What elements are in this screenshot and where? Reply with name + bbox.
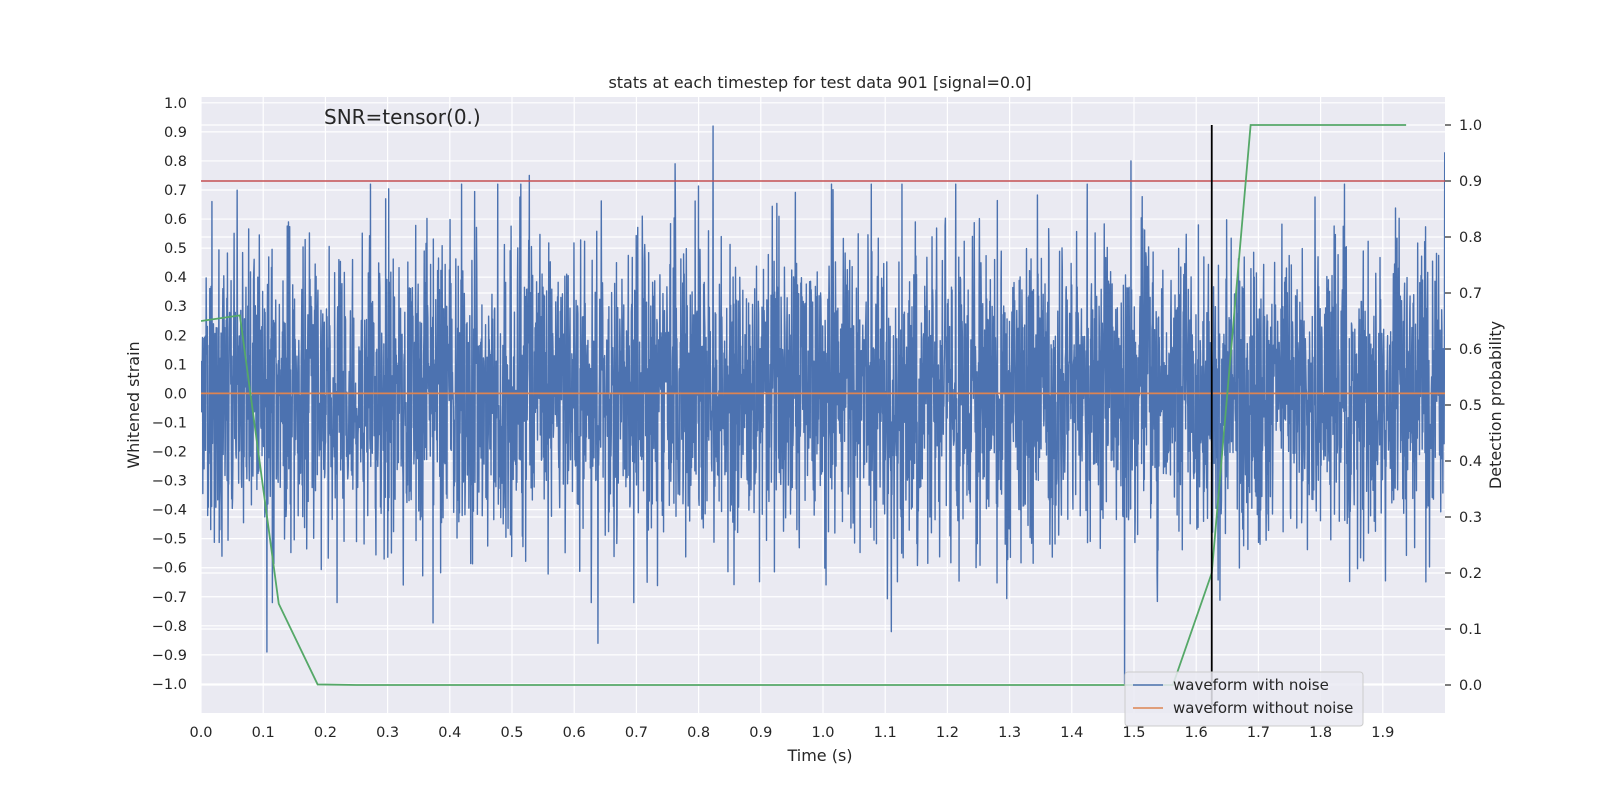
y-right-axis-ticks: 1.0 0.9 0.8 0.7 0.6 0.5 0.4 0.3 0.2 0.1 0.0 bbox=[1445, 118, 1482, 694]
legend-label-clean: waveform without noise bbox=[1173, 699, 1353, 717]
x-tick-label: 0.3 bbox=[376, 725, 399, 741]
y-tick-label: 0.8 bbox=[164, 154, 187, 170]
legend: waveform with noise waveform without noi… bbox=[1124, 671, 1364, 727]
x-tick-label: 0.0 bbox=[189, 725, 212, 741]
y-right-tick-label: 0.7 bbox=[1459, 286, 1482, 302]
x-tick-label: 0.8 bbox=[687, 725, 710, 741]
legend-box bbox=[1124, 671, 1364, 727]
y-right-tick-label: 0.3 bbox=[1459, 510, 1482, 526]
y-tick-label: −1.0 bbox=[152, 677, 187, 693]
y-tick-label: −0.6 bbox=[152, 561, 187, 577]
y-tick-label: 0.0 bbox=[164, 386, 187, 402]
x-tick-label: 1.8 bbox=[1309, 725, 1332, 741]
y-tick-label: 0.1 bbox=[164, 357, 187, 373]
y-right-tick-label: 0.5 bbox=[1459, 398, 1482, 414]
legend-label-noise: waveform with noise bbox=[1173, 676, 1329, 694]
x-tick-label: 0.2 bbox=[314, 725, 337, 741]
x-tick-label: 0.6 bbox=[563, 725, 586, 741]
y-tick-label: 0.3 bbox=[164, 299, 187, 315]
y-tick-label: 0.4 bbox=[164, 270, 187, 286]
y-tick-label: 0.2 bbox=[164, 328, 187, 344]
y-tick-label: −0.8 bbox=[152, 619, 187, 635]
snr-annotation: SNR=tensor(0.) bbox=[324, 105, 481, 129]
x-tick-label: 1.4 bbox=[1060, 725, 1083, 741]
y-tick-label: −0.7 bbox=[152, 590, 187, 606]
y-right-axis-label: Detection probability bbox=[1486, 321, 1505, 489]
x-tick-label: 0.5 bbox=[500, 725, 523, 741]
x-tick-label: 1.7 bbox=[1247, 725, 1270, 741]
y-right-tick-label: 0.6 bbox=[1459, 342, 1482, 358]
x-tick-label: 1.0 bbox=[811, 725, 834, 741]
y-tick-label: 0.6 bbox=[164, 212, 187, 228]
x-tick-label: 0.1 bbox=[252, 725, 275, 741]
y-axis-label: Whitened strain bbox=[124, 341, 143, 468]
y-right-tick-label: 0.4 bbox=[1459, 454, 1482, 470]
y-tick-label: −0.4 bbox=[152, 503, 187, 519]
y-tick-label: 0.9 bbox=[164, 125, 187, 141]
y-axis-ticks: 1.0 0.9 0.8 0.7 0.6 0.5 0.4 0.3 0.2 0.1 0.0 −0.1 −0.… bbox=[152, 96, 187, 693]
y-tick-label: −0.2 bbox=[152, 444, 187, 460]
y-tick-label: −0.1 bbox=[152, 415, 187, 431]
y-right-tick-label: 0.0 bbox=[1459, 678, 1482, 694]
y-tick-label: −0.9 bbox=[152, 648, 187, 664]
x-tick-label: 0.4 bbox=[438, 725, 461, 741]
y-right-tick-label: 0.1 bbox=[1459, 622, 1482, 638]
x-tick-label: 1.6 bbox=[1185, 725, 1208, 741]
x-tick-label: 1.9 bbox=[1371, 725, 1394, 741]
y-tick-label: 1.0 bbox=[164, 96, 187, 112]
y-tick-label: −0.5 bbox=[152, 532, 187, 548]
x-tick-label: 0.7 bbox=[625, 725, 648, 741]
y-right-tick-label: 0.2 bbox=[1459, 566, 1482, 582]
x-tick-label: 0.9 bbox=[749, 725, 772, 741]
y-tick-label: 0.5 bbox=[164, 241, 187, 257]
series-detection-probability bbox=[201, 124, 1407, 686]
series-layer bbox=[201, 124, 1445, 713]
chart-title: stats at each timestep for test data 901… bbox=[608, 73, 1031, 92]
x-tick-label: 1.3 bbox=[998, 725, 1021, 741]
x-tick-label: 1.1 bbox=[874, 725, 897, 741]
y-right-tick-label: 0.8 bbox=[1459, 230, 1482, 246]
x-axis-ticks: 0.0 0.1 0.2 0.3 0.4 0.5 0.6 0.7 0.8 0.9 1.0 1.1 1.2 1… bbox=[189, 725, 1394, 741]
y-right-tick-label: 1.0 bbox=[1459, 118, 1482, 134]
y-right-tick-label: 0.9 bbox=[1459, 174, 1482, 190]
x-axis-label: Time (s) bbox=[786, 746, 852, 765]
x-tick-label: 1.2 bbox=[936, 725, 959, 741]
series-waveform-with-noise bbox=[201, 125, 1445, 685]
y-tick-label: −0.3 bbox=[152, 474, 187, 490]
x-tick-label: 1.5 bbox=[1122, 725, 1145, 741]
y-tick-label: 0.7 bbox=[164, 183, 187, 199]
